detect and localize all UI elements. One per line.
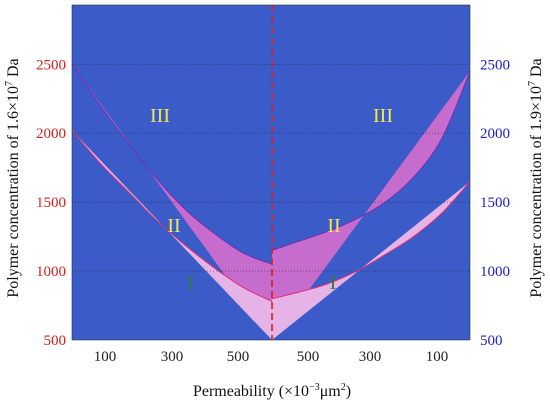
x-tick-4: 300 — [359, 349, 382, 365]
x-tick-3: 500 — [297, 349, 320, 365]
y-tick-right-1500: 1500 — [480, 195, 510, 211]
region-label-I-right: I — [330, 272, 337, 294]
y-tick-left-1500: 1500 — [36, 195, 66, 211]
y-tick-left-2500: 2500 — [36, 57, 66, 73]
x-axis-title: Permeability (×10−3μm2) — [193, 382, 351, 400]
x-tick-2: 500 — [227, 349, 250, 365]
region-I-fill-right — [272, 181, 470, 340]
lower-boundary-line-left — [71, 130, 273, 302]
x-tick-5: 100 — [426, 349, 449, 365]
y-axis-left-title: Polymer concentration of 1.6×107 Da — [4, 58, 22, 297]
y-tick-right-500: 500 — [480, 333, 503, 349]
upper-boundary-line-right — [271, 70, 471, 251]
region-label-II-left: II — [167, 215, 180, 237]
region-label-III-right: III — [373, 105, 393, 127]
y-tick-left-2000: 2000 — [36, 126, 66, 142]
region-II-fill-right — [272, 71, 470, 340]
plot-area — [71, 4, 471, 341]
y-axis-right-title: Polymer concentration of 1.9×107 Da — [527, 58, 545, 297]
x-tick-0: 100 — [94, 349, 117, 365]
x-tick-1: 300 — [161, 349, 184, 365]
region-label-III-left: III — [150, 105, 170, 127]
upper-boundary-line-left — [71, 63, 273, 265]
plot-border — [71, 4, 471, 341]
region-label-II-right: II — [327, 215, 340, 237]
y-tick-right-2500: 2500 — [480, 57, 510, 73]
y-tick-right-2000: 2000 — [480, 126, 510, 142]
y-tick-right-1000: 1000 — [480, 264, 510, 280]
y-tick-left-500: 500 — [44, 333, 67, 349]
tick-labels: 500 1000 1500 2000 2500 500 1000 1500 2000 2500 10… — [36, 57, 510, 365]
y-tick-left-1000: 1000 — [36, 264, 66, 280]
lower-boundary-line-right — [271, 181, 471, 300]
region-label-I-left: I — [187, 272, 194, 294]
region-I-fill-left — [72, 130, 272, 340]
